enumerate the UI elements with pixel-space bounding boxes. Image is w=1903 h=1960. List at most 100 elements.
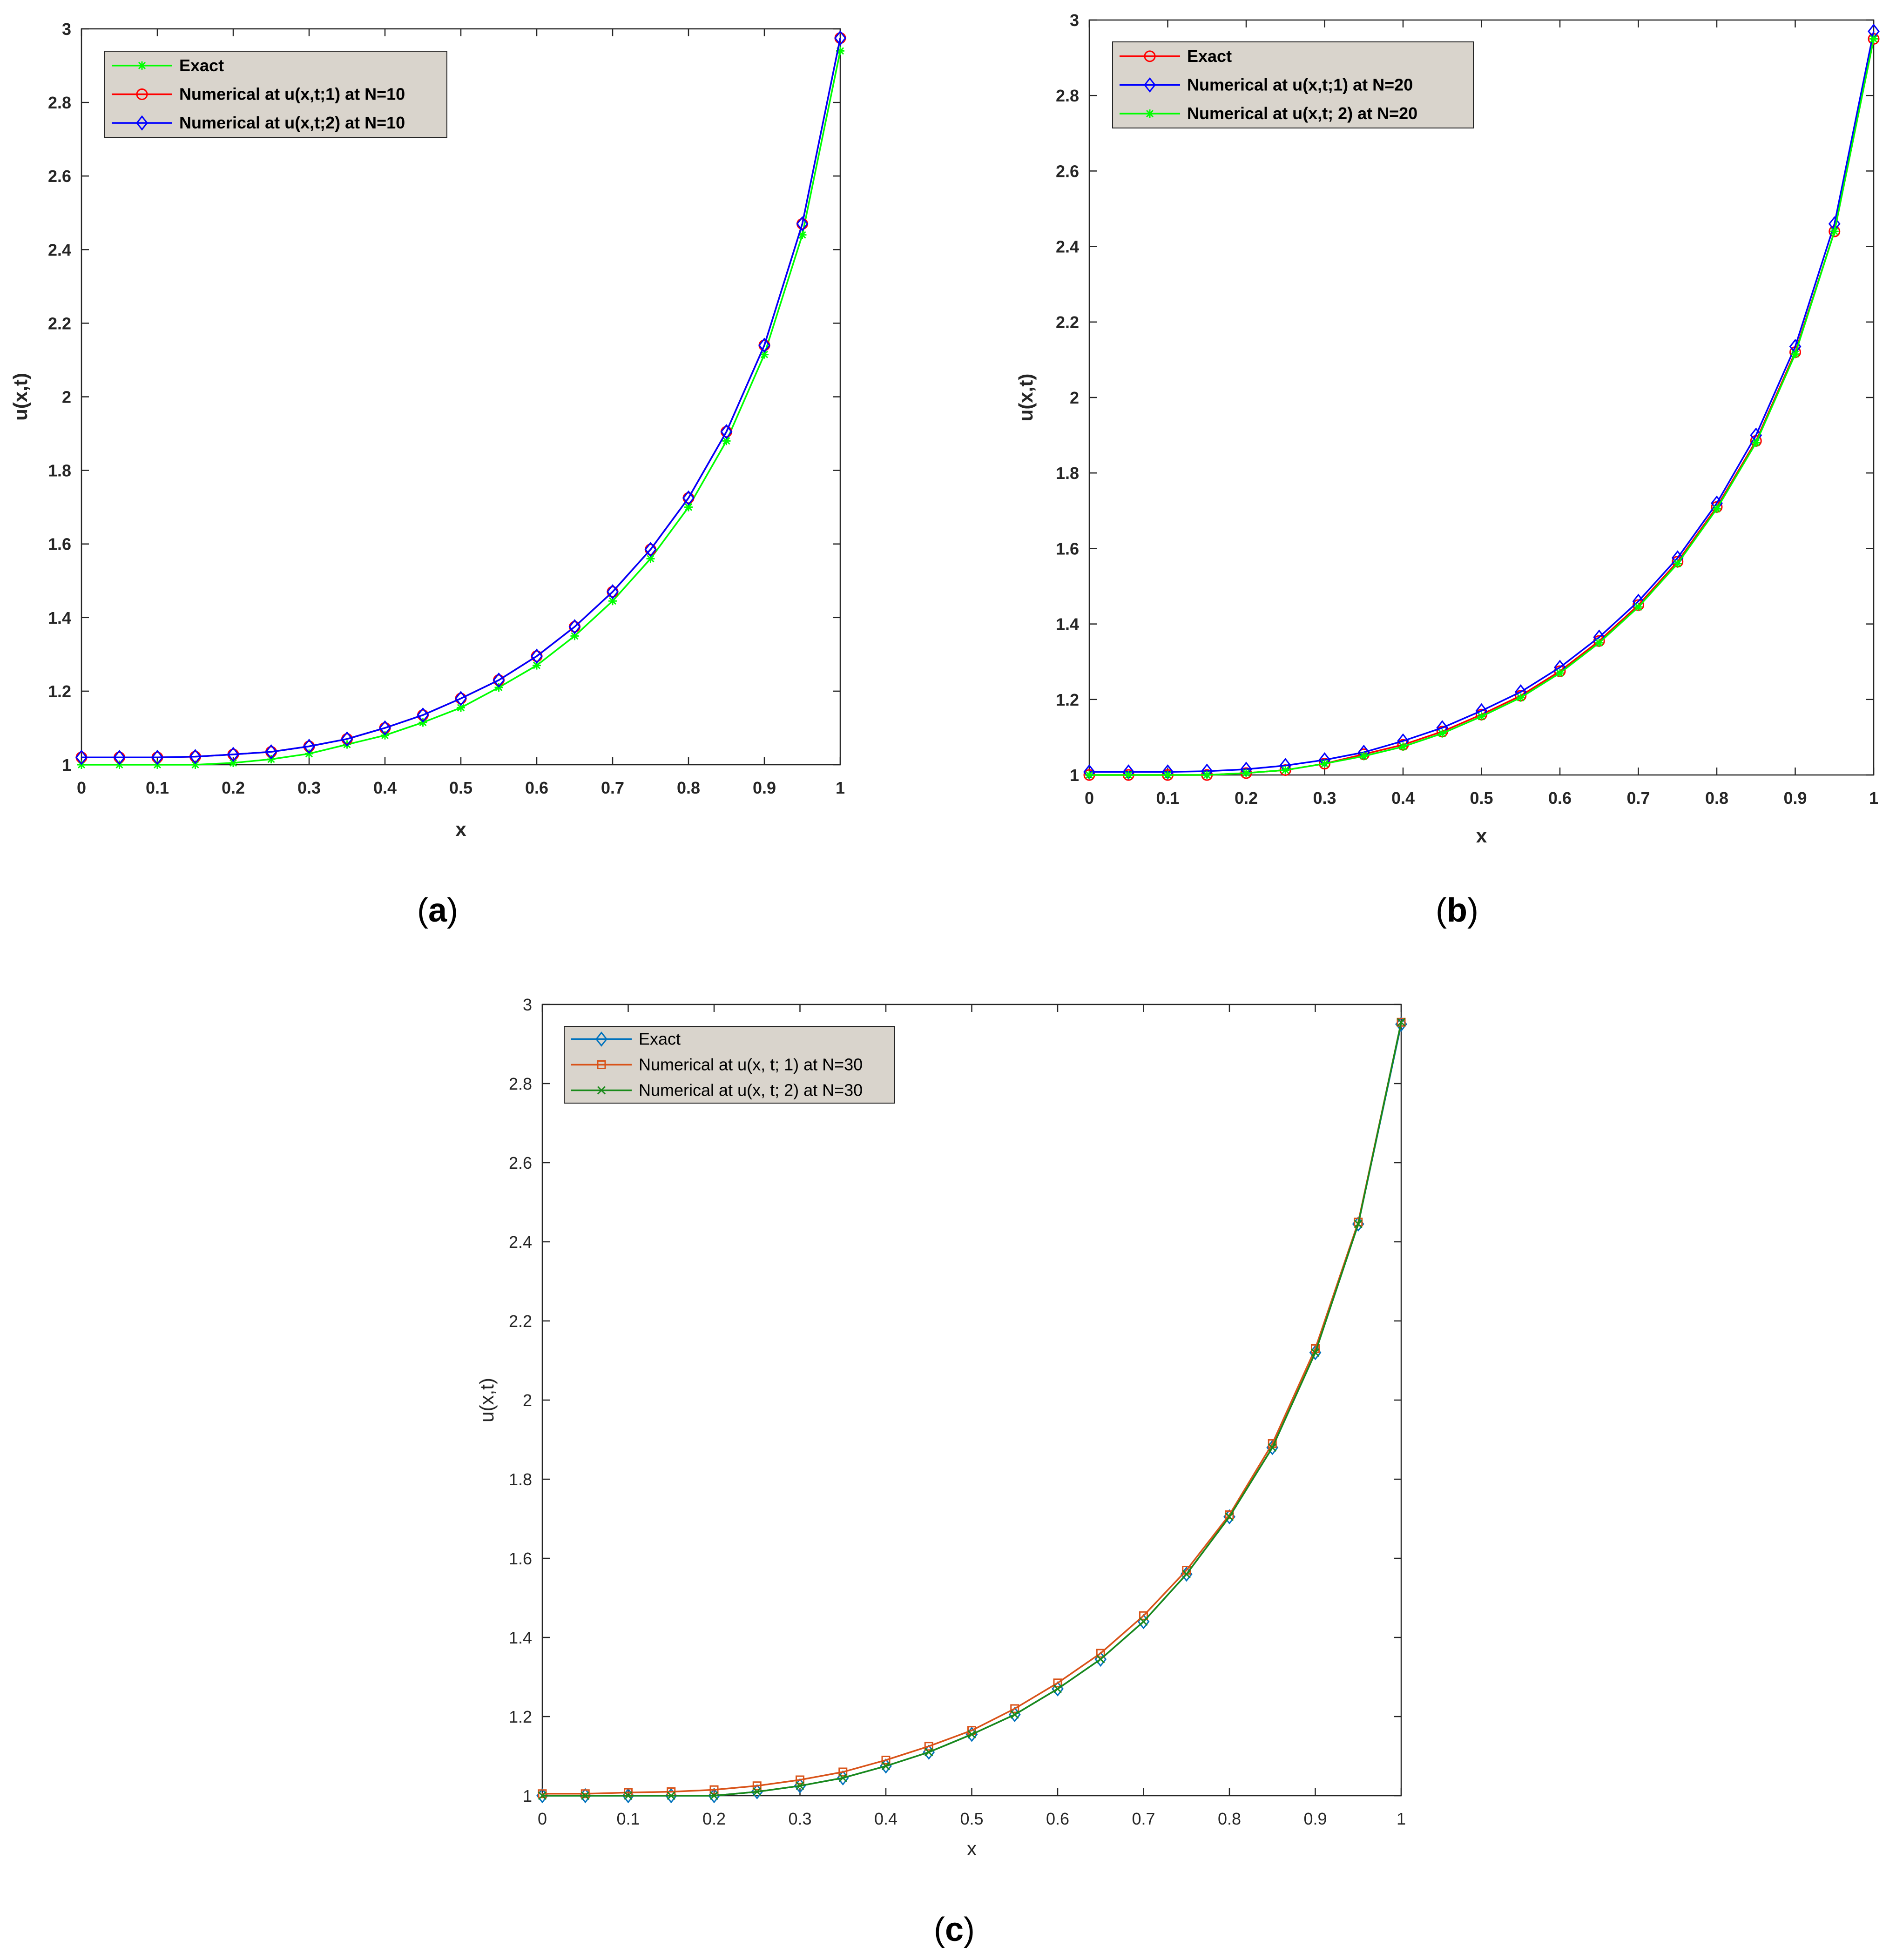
data-point xyxy=(533,661,541,670)
panel-caption: (c) xyxy=(934,1911,975,1948)
data-point xyxy=(753,1787,762,1796)
data-point xyxy=(646,554,655,563)
data-point xyxy=(838,1773,847,1782)
data-point xyxy=(709,1791,719,1800)
legend-marker xyxy=(597,1060,606,1069)
data-point xyxy=(752,1781,762,1791)
x-tick-label: 0.6 xyxy=(1548,788,1572,808)
y-tick-label: 1 xyxy=(62,755,71,775)
data-point xyxy=(1359,752,1368,761)
panel-b: 0 0.1 0.2 0.3 0.4 0.5 0.6 0.7 0.8 0.9 1 1 1.2 1.4 1.6 1… xyxy=(1015,11,1880,929)
panel-c: 0 0.1 0.2 0.3 0.4 0.5 0.6 0.7 0.8 0.9 1 1 1.2 1.4 1.6 1… xyxy=(476,995,1407,1948)
y-tick-label: 2.4 xyxy=(48,240,71,259)
data-point xyxy=(684,503,693,512)
data-point xyxy=(227,747,239,762)
x-tick-label: 0.5 xyxy=(1470,788,1493,808)
data-point xyxy=(667,1791,675,1800)
data-point xyxy=(722,437,731,445)
y-tick-label: 2.6 xyxy=(1056,162,1079,181)
x-tick-label: 0.1 xyxy=(1156,788,1179,808)
y-tick-label: 2 xyxy=(1070,388,1079,407)
y-tick-label: 3 xyxy=(62,20,71,39)
x-axis-label: x xyxy=(1476,825,1487,847)
y-tick-label: 1.4 xyxy=(1056,615,1079,634)
y-axis-label: u(x,t) xyxy=(9,373,31,421)
x-tick-label: 0.9 xyxy=(1303,1809,1327,1828)
legend-marker xyxy=(1144,50,1156,62)
data-point xyxy=(1830,227,1839,236)
data-point xyxy=(417,707,429,723)
data-point xyxy=(1139,1617,1148,1626)
data-point xyxy=(538,1789,547,1798)
data-point xyxy=(836,47,844,55)
data-point xyxy=(1516,693,1525,702)
data-point xyxy=(1713,505,1721,513)
y-tick-label: 1.8 xyxy=(1056,464,1079,483)
x-tick-label: 0.5 xyxy=(449,778,472,797)
x-tick-label: 0.7 xyxy=(1626,788,1650,808)
legend: Exact Numerical at u(x,t;1) at N=10 Numeri… xyxy=(104,51,447,138)
x-tick-label: 0.9 xyxy=(753,778,776,797)
y-tick-label: 1 xyxy=(1070,766,1079,785)
data-point xyxy=(1225,1510,1234,1519)
x-tick-label: 0.3 xyxy=(297,778,321,797)
data-point xyxy=(682,490,695,506)
data-point xyxy=(1634,603,1643,612)
data-point xyxy=(581,1791,590,1800)
data-point xyxy=(607,584,619,599)
data-point xyxy=(1053,1684,1062,1693)
data-point xyxy=(1595,639,1604,647)
data-point xyxy=(1202,771,1211,779)
data-point xyxy=(1438,729,1447,738)
data-point xyxy=(570,632,579,640)
legend-marker xyxy=(1146,109,1154,118)
y-tick-label: 1.2 xyxy=(48,682,71,701)
data-point xyxy=(925,1748,933,1757)
data-point xyxy=(1477,712,1486,721)
y-tick-label: 2.8 xyxy=(48,93,71,112)
data-point xyxy=(1869,34,1878,43)
y-axis-label: u(x,t) xyxy=(476,1378,498,1422)
data-point xyxy=(1673,559,1682,568)
data-point xyxy=(531,648,543,664)
data-point xyxy=(1096,1649,1105,1658)
y-tick-label: 1.2 xyxy=(1056,690,1079,709)
data-point xyxy=(580,1789,590,1798)
x-tick-label: 0.3 xyxy=(1313,788,1336,808)
y-axis-label: u(x,t) xyxy=(1015,374,1037,422)
data-point xyxy=(303,739,315,754)
x-tick-label: 0.3 xyxy=(788,1809,811,1828)
x-tick-label: 1 xyxy=(1397,1809,1406,1828)
data-point xyxy=(1791,350,1800,358)
data-point xyxy=(1268,1443,1277,1452)
y-tick-label: 1.6 xyxy=(509,1549,532,1568)
data-point xyxy=(796,216,809,232)
legend-marker xyxy=(597,1086,606,1095)
legend-marker xyxy=(1144,77,1156,93)
x-tick-label: 0.2 xyxy=(222,778,245,797)
legend: Exact Numerical at u(x,t;1) at N=20 Numeri… xyxy=(1112,41,1474,128)
legend: Exact Numerical at u(x, t; 1) at N=30 Nume… xyxy=(564,1026,895,1104)
x-axis-label: x xyxy=(455,818,466,840)
data-point xyxy=(1319,758,1330,770)
data-point xyxy=(1225,1512,1234,1521)
y-tick-label: 1.6 xyxy=(48,535,71,554)
data-point xyxy=(1139,1611,1148,1620)
data-point xyxy=(760,350,769,359)
data-point xyxy=(151,749,163,765)
panel-caption-letter: c xyxy=(945,1911,964,1948)
x-tick-label: 0.6 xyxy=(525,778,548,797)
y-tick-label: 1.4 xyxy=(48,608,71,627)
y-tick-label: 2 xyxy=(523,1391,532,1410)
y-tick-label: 2.6 xyxy=(48,167,71,186)
legend-marker xyxy=(138,61,146,70)
x-tick-label: 0.5 xyxy=(960,1809,983,1828)
y-tick-label: 2.4 xyxy=(1056,237,1079,256)
y-tick-label: 1.8 xyxy=(509,1470,532,1489)
x-tick-label: 0.8 xyxy=(1218,1809,1241,1828)
panel-a: 0 0.1 0.2 0.3 0.4 0.5 0.6 0.7 0.8 0.9 1 1 1.2 1.4 1.6 1… xyxy=(9,20,846,929)
x-tick-label: 0.7 xyxy=(601,778,624,797)
legend-entry: Numerical at u(x,t; 2) at N=20 xyxy=(1187,104,1417,123)
data-point xyxy=(644,542,657,557)
x-tick-label: 0.8 xyxy=(1705,788,1728,808)
